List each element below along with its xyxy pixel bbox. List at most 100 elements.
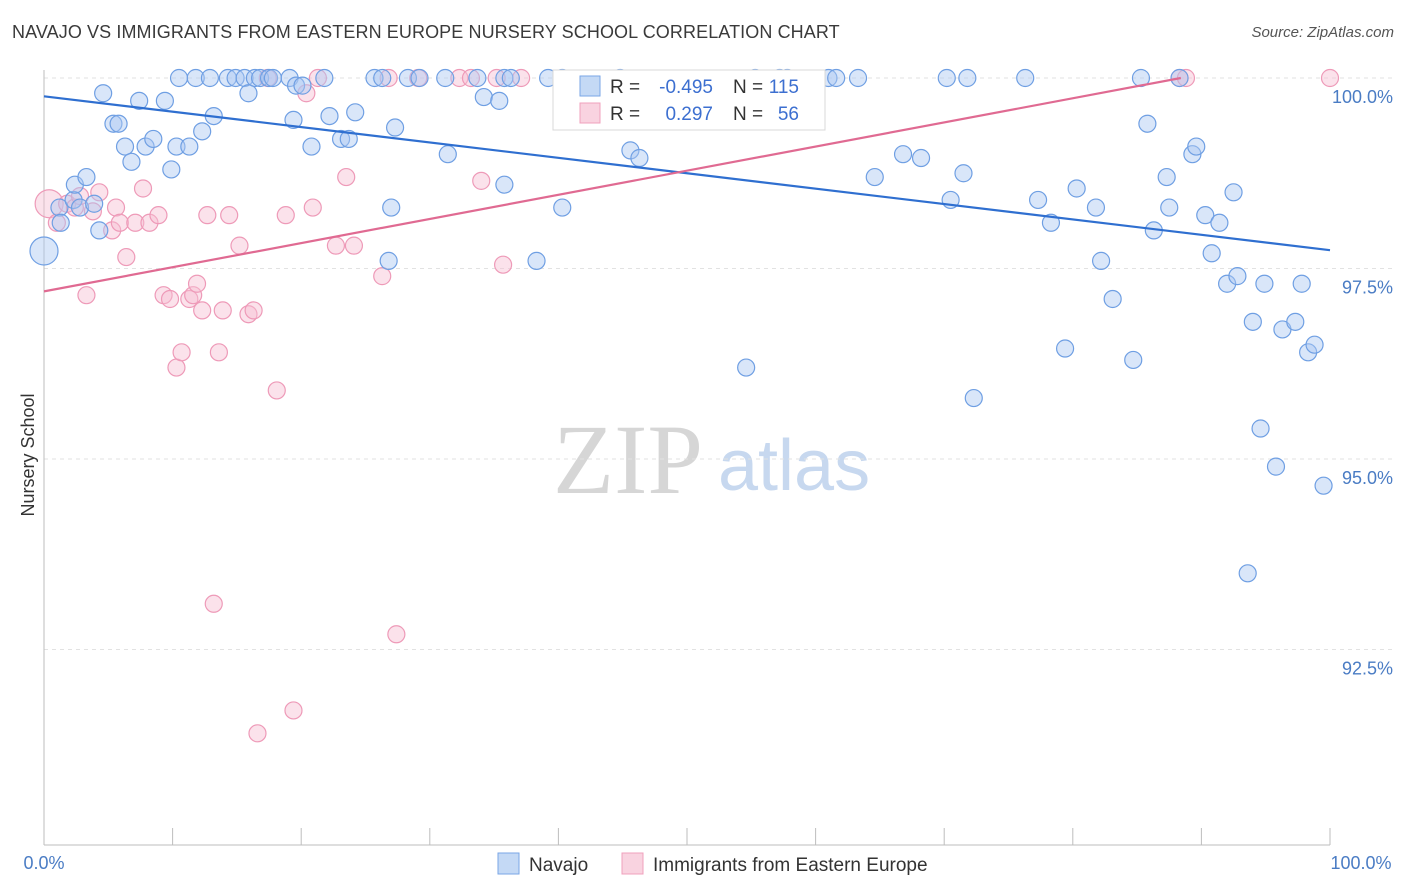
- navajo-point: [155, 91, 174, 110]
- immigrants-point: [213, 301, 232, 320]
- immigrants-point: [90, 183, 109, 202]
- navajo-r-label: R =: [610, 77, 640, 98]
- navajo-point: [1224, 183, 1243, 202]
- immigrants-point: [133, 179, 153, 198]
- navajo-point: [51, 213, 70, 232]
- immigrants-point: [110, 213, 129, 232]
- navajo-point: [1238, 564, 1257, 583]
- navajo-point: [1255, 274, 1274, 293]
- navajo-point: [954, 164, 973, 183]
- navajo-point: [1016, 68, 1035, 88]
- navajo-point: [130, 91, 149, 110]
- navajo-point: [320, 106, 339, 126]
- navajo-point: [1314, 476, 1333, 495]
- immigrants-point: [276, 206, 295, 225]
- navajo-point: [495, 175, 514, 194]
- navajo-point: [90, 221, 109, 240]
- navajo-point: [1196, 206, 1215, 225]
- immigrants-point: [220, 206, 239, 225]
- navajo-trend-line: [43, 95, 1331, 252]
- immigrants-point: [373, 267, 392, 286]
- navajo-point: [64, 190, 83, 210]
- navajo-n-label: N =: [733, 77, 763, 98]
- navajo-point: [315, 68, 334, 88]
- navajo-point: [1124, 350, 1143, 370]
- immigrants-point: [126, 213, 145, 232]
- navajo-point: [893, 145, 913, 164]
- immigrants-point: [167, 358, 186, 377]
- immigrants-point: [472, 171, 491, 190]
- navajo-point: [346, 103, 365, 122]
- watermark-atlas: atlas: [718, 426, 870, 506]
- navajo-point: [1243, 312, 1262, 331]
- immigrants-point: [487, 68, 506, 88]
- navajo-point: [527, 251, 546, 270]
- immigrants-point: [379, 68, 398, 88]
- navajo-point: [438, 145, 457, 164]
- immigrants-point: [193, 301, 212, 320]
- navajo-point: [1299, 343, 1318, 362]
- immigrants-trend-line: [43, 76, 1182, 293]
- navajo-point: [1251, 419, 1270, 438]
- navajo-point: [385, 118, 405, 137]
- navajo-point: [70, 198, 90, 217]
- navajo-point: [1266, 457, 1286, 476]
- immigrants-point: [149, 206, 168, 225]
- navajo-point: [104, 114, 123, 133]
- navajo-point: [144, 129, 163, 149]
- navajo-point: [239, 84, 258, 103]
- navajo-point: [1086, 198, 1106, 217]
- immigrants-point: [337, 167, 356, 187]
- x-tick-label-min: 0.0%: [23, 853, 64, 873]
- navajo-point: [737, 358, 756, 377]
- navajo-point: [339, 129, 358, 149]
- navajo-point: [1210, 213, 1229, 232]
- navajo-point: [122, 152, 141, 171]
- navajo-point: [302, 137, 321, 156]
- immigrants-r-value: 0.297: [665, 104, 713, 125]
- x-axis-ticks: [43, 828, 1331, 845]
- navajo-point: [553, 198, 572, 217]
- navajo-point: [245, 68, 265, 88]
- immigrants-point: [103, 221, 122, 240]
- navajo-point: [365, 68, 384, 88]
- navajo-point: [1041, 213, 1061, 232]
- navajo-point: [827, 68, 846, 88]
- navajo-point: [474, 87, 493, 107]
- legend-immigrants-swatch: [621, 852, 644, 875]
- navajo-point: [490, 91, 509, 110]
- navajo-point: [436, 68, 455, 88]
- legend-immigrants-label: Immigrants from Eastern Europe: [653, 855, 928, 876]
- navajo-point: [115, 137, 135, 156]
- immigrants-point: [387, 625, 406, 644]
- immigrants-point: [187, 274, 207, 293]
- navajo-point: [29, 236, 59, 266]
- navajo-point: [1138, 114, 1157, 133]
- immigrants-point: [303, 198, 322, 217]
- navajo-point: [1292, 274, 1311, 293]
- navajo-point: [1091, 251, 1111, 270]
- navajo-swatch: [579, 75, 601, 97]
- navajo-point: [169, 68, 189, 88]
- y-tick-label: 100.0%: [1332, 87, 1393, 107]
- immigrants-point: [106, 198, 126, 217]
- legend-navajo-label: Navajo: [529, 855, 588, 876]
- immigrants-point: [267, 381, 286, 400]
- immigrants-point: [461, 68, 481, 88]
- watermark: ZIP atlas: [553, 404, 870, 515]
- navajo-point: [286, 76, 306, 95]
- immigrants-point: [204, 594, 223, 613]
- navajo-point: [630, 148, 649, 168]
- immigrants-point: [1320, 68, 1340, 88]
- navajo-point: [263, 68, 283, 88]
- navajo-point: [495, 68, 514, 88]
- navajo-point: [937, 68, 956, 88]
- immigrants-point: [34, 189, 64, 219]
- navajo-point: [1286, 312, 1305, 331]
- immigrants-point: [209, 343, 228, 362]
- navajo-point: [193, 122, 212, 141]
- immigrants-n-label: N =: [733, 104, 763, 125]
- navajo-point: [1187, 137, 1206, 156]
- navajo-point: [1228, 267, 1247, 286]
